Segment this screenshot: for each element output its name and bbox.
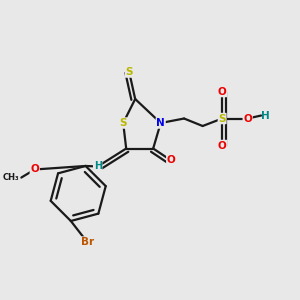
Text: CH₃: CH₃ [3, 173, 20, 182]
Text: N: N [156, 118, 165, 128]
Text: O: O [218, 140, 226, 151]
Text: O: O [218, 86, 226, 97]
Text: O: O [30, 164, 39, 175]
Text: H: H [94, 161, 102, 172]
Text: S: S [119, 118, 127, 128]
Text: Br: Br [81, 237, 94, 247]
Text: S: S [218, 113, 226, 124]
Text: O: O [167, 155, 176, 166]
Text: H: H [261, 110, 270, 121]
Text: O: O [243, 113, 252, 124]
Text: S: S [125, 67, 133, 77]
